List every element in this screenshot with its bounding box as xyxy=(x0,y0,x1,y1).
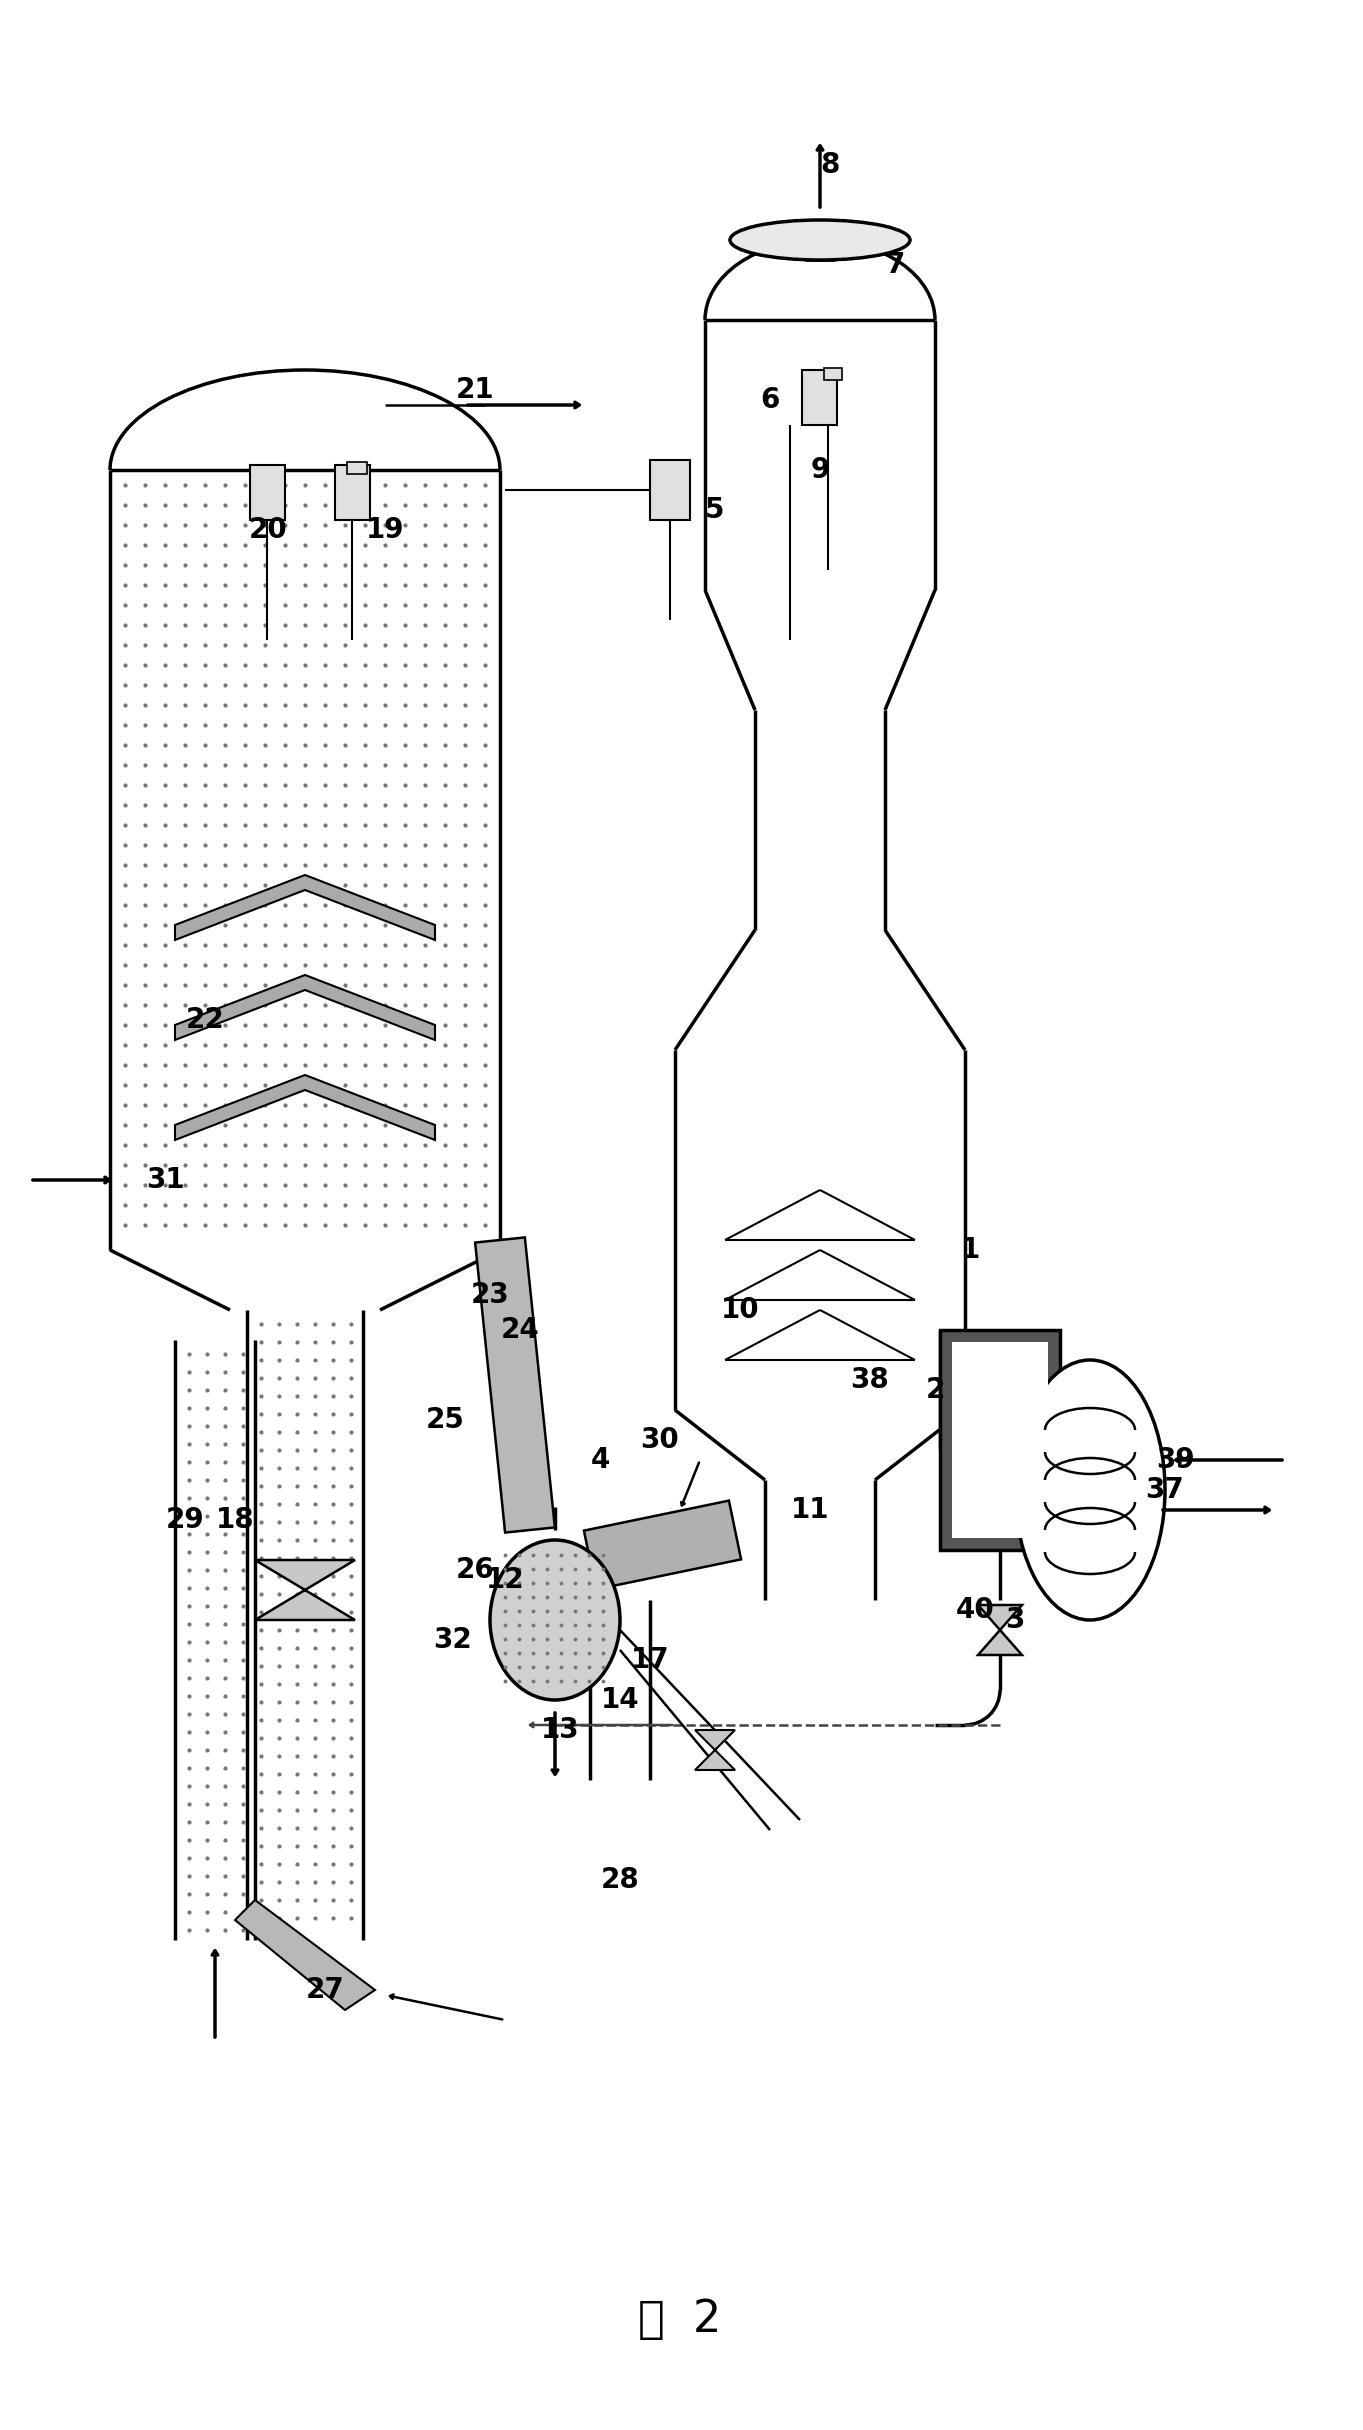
Text: 29: 29 xyxy=(166,1507,204,1533)
Polygon shape xyxy=(174,974,435,1040)
Bar xyxy=(825,367,842,379)
Bar xyxy=(249,464,285,520)
Text: 6: 6 xyxy=(761,386,780,413)
Text: 24: 24 xyxy=(500,1317,540,1344)
Ellipse shape xyxy=(491,1541,620,1701)
Text: 3: 3 xyxy=(1006,1606,1025,1633)
Polygon shape xyxy=(583,1502,741,1589)
Polygon shape xyxy=(174,875,435,940)
Text: 4: 4 xyxy=(590,1446,609,1475)
Polygon shape xyxy=(234,1900,375,2010)
Text: 39: 39 xyxy=(1156,1446,1194,1475)
Text: 40: 40 xyxy=(955,1597,995,1623)
Text: 11: 11 xyxy=(791,1497,829,1524)
Bar xyxy=(940,1329,1060,1550)
Text: 21: 21 xyxy=(455,377,495,403)
Text: 12: 12 xyxy=(485,1565,525,1594)
Polygon shape xyxy=(476,1237,555,1533)
Text: 38: 38 xyxy=(851,1366,890,1395)
Bar xyxy=(335,464,369,520)
Ellipse shape xyxy=(731,221,910,260)
Text: 19: 19 xyxy=(365,515,405,544)
Polygon shape xyxy=(174,1074,435,1140)
Text: 22: 22 xyxy=(185,1006,225,1035)
Text: 10: 10 xyxy=(721,1295,759,1324)
Text: 30: 30 xyxy=(641,1426,679,1453)
Ellipse shape xyxy=(1015,1361,1165,1621)
Text: 23: 23 xyxy=(470,1281,510,1310)
Text: 8: 8 xyxy=(821,151,840,180)
Text: 图  2: 图 2 xyxy=(638,2299,721,2343)
Text: 18: 18 xyxy=(215,1507,255,1533)
Text: 26: 26 xyxy=(455,1555,495,1584)
Polygon shape xyxy=(255,1560,354,1621)
Polygon shape xyxy=(979,1604,1022,1655)
Bar xyxy=(650,459,690,520)
Text: 7: 7 xyxy=(886,250,905,279)
Text: 28: 28 xyxy=(601,1866,639,1893)
Bar xyxy=(801,369,837,425)
Text: 32: 32 xyxy=(433,1626,473,1655)
Text: 27: 27 xyxy=(305,1976,345,2005)
Text: 1: 1 xyxy=(961,1237,980,1264)
Text: 20: 20 xyxy=(248,515,288,544)
Text: 37: 37 xyxy=(1146,1475,1184,1504)
Polygon shape xyxy=(695,1730,735,1769)
Text: 2: 2 xyxy=(925,1375,945,1405)
Bar xyxy=(951,1341,1048,1538)
Text: 14: 14 xyxy=(601,1686,639,1713)
Text: 25: 25 xyxy=(425,1407,465,1434)
Text: 9: 9 xyxy=(811,457,830,484)
Text: 5: 5 xyxy=(705,496,725,525)
Text: 13: 13 xyxy=(541,1716,579,1745)
Bar xyxy=(348,462,367,474)
Text: 31: 31 xyxy=(146,1166,184,1193)
Text: 17: 17 xyxy=(631,1645,669,1674)
